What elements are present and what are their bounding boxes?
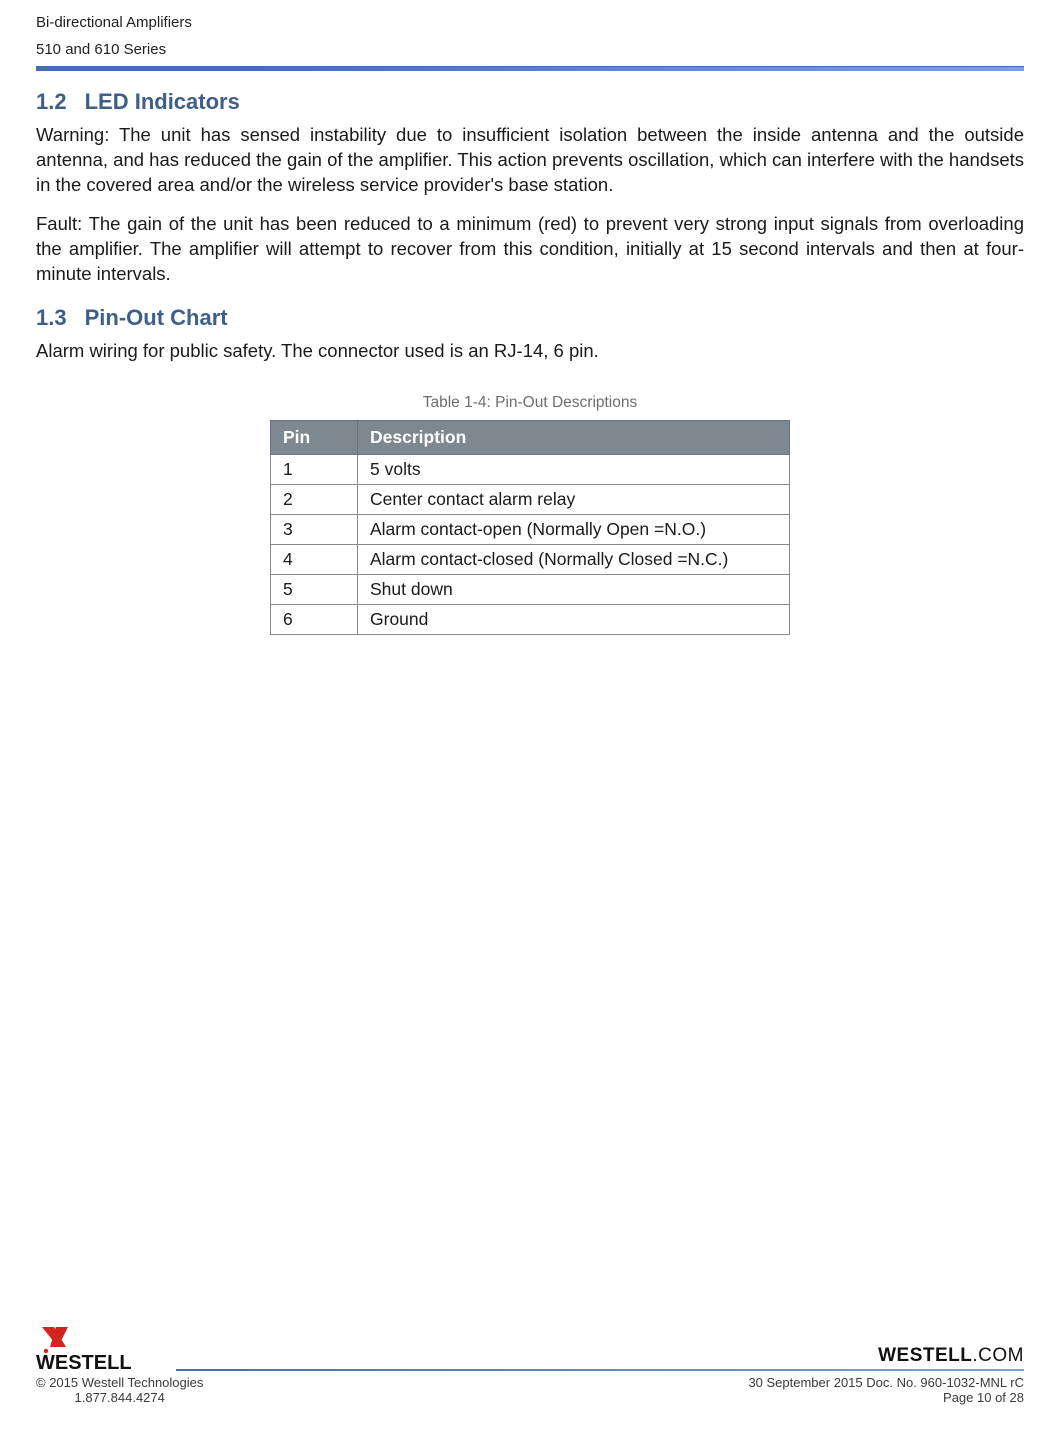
- pinout-table: Pin Description 1 5 volts 2 Center conta…: [270, 420, 790, 635]
- cell-desc: 5 volts: [358, 454, 790, 484]
- table-row: 3 Alarm contact-open (Normally Open =N.O…: [271, 514, 790, 544]
- col-header-description: Description: [358, 420, 790, 454]
- header-series-line: 510 and 610 Series: [36, 41, 1024, 64]
- section-number: 1.2: [36, 89, 67, 115]
- header-product-line: Bi-directional Amplifiers: [36, 14, 1024, 31]
- footer-docline: 30 September 2015 Doc. No. 960-1032-MNL …: [748, 1375, 1024, 1390]
- cell-desc: Ground: [358, 604, 790, 634]
- cell-desc: Alarm contact-open (Normally Open =N.O.): [358, 514, 790, 544]
- col-header-pin: Pin: [271, 420, 358, 454]
- table-header-row: Pin Description: [271, 420, 790, 454]
- cell-pin: 5: [271, 574, 358, 604]
- table-caption: Table 1-4: Pin-Out Descriptions: [36, 394, 1024, 412]
- footer-pageline: Page 10 of 28: [748, 1390, 1024, 1405]
- section-title: LED Indicators: [85, 89, 240, 115]
- table-row: 1 5 volts: [271, 454, 790, 484]
- cell-pin: 4: [271, 544, 358, 574]
- section-title: Pin-Out Chart: [85, 305, 228, 331]
- header-rule: [36, 66, 1024, 71]
- table-row: 2 Center contact alarm relay: [271, 484, 790, 514]
- cell-pin: 1: [271, 454, 358, 484]
- footer-brand-bold: WESTELL: [878, 1345, 972, 1366]
- paragraph-warning: Warning: The unit has sensed instability…: [36, 123, 1024, 198]
- footer-rule: [176, 1369, 1024, 1371]
- cell-desc: Shut down: [358, 574, 790, 604]
- section-heading-1-3: 1.3 Pin-Out Chart: [36, 305, 1024, 331]
- footer-brand-suffix: .COM: [972, 1345, 1024, 1366]
- cell-pin: 2: [271, 484, 358, 514]
- section-heading-1-2: 1.2 LED Indicators: [36, 89, 1024, 115]
- table-row: 4 Alarm contact-closed (Normally Closed …: [271, 544, 790, 574]
- cell-pin: 6: [271, 604, 358, 634]
- table-row: 5 Shut down: [271, 574, 790, 604]
- page-footer: WESTELL.COM © 2015 Westell Technologies …: [36, 1345, 1024, 1405]
- cell-desc: Alarm contact-closed (Normally Closed =N…: [358, 544, 790, 574]
- footer-copyright: © 2015 Westell Technologies: [36, 1375, 203, 1390]
- footer-brand: WESTELL.COM: [36, 1345, 1024, 1367]
- paragraph-fault: Fault: The gain of the unit has been red…: [36, 212, 1024, 287]
- cell-pin: 3: [271, 514, 358, 544]
- cell-desc: Center contact alarm relay: [358, 484, 790, 514]
- table-row: 6 Ground: [271, 604, 790, 634]
- section-number: 1.3: [36, 305, 67, 331]
- paragraph-pinout-intro: Alarm wiring for public safety. The conn…: [36, 339, 1024, 364]
- footer-phone: 1.877.844.4274: [36, 1390, 203, 1405]
